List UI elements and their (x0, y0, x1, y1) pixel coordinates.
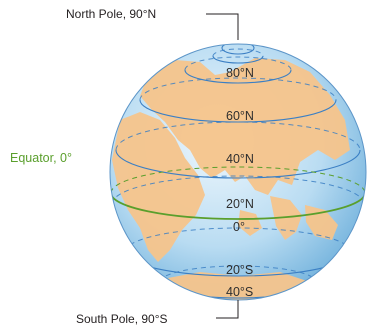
latitude-label-0: 0° (233, 220, 245, 234)
south-pole-leader (216, 300, 239, 319)
north-pole-label: North Pole, 90°N (66, 7, 156, 21)
latitude-label-60n: 60°N (226, 109, 254, 123)
north-pole-leader (206, 13, 239, 40)
south-pole-label: South Pole, 90°S (76, 312, 168, 326)
equator-line-back (110, 166, 366, 194)
latitude-label-40n: 40°N (226, 152, 254, 166)
latitude-label-40s: 40°S (226, 285, 253, 299)
latitude-label-20s: 20°S (226, 263, 253, 277)
latitude-label-80n: 80°N (226, 66, 254, 80)
equator-line (110, 192, 366, 220)
equator-label: Equator, 0° (10, 151, 72, 165)
latitude-label-20n: 20°N (226, 197, 254, 211)
land-masses (112, 58, 350, 300)
